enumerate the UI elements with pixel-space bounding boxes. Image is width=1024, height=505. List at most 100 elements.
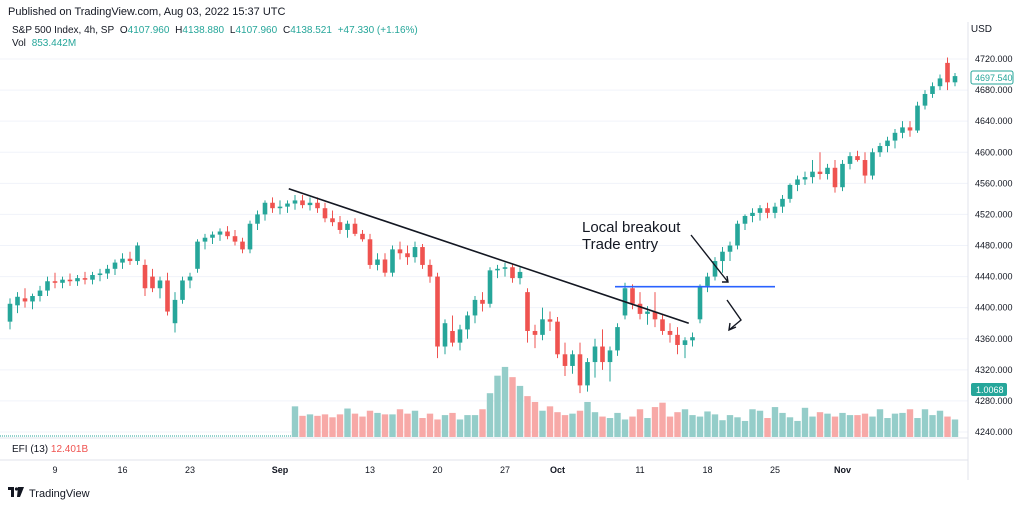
- price-tick-label: 4360.000: [975, 334, 1013, 344]
- candle: [30, 293, 35, 310]
- volume-bar: [546, 406, 554, 437]
- candle: [127, 251, 133, 265]
- candle-body: [727, 245, 733, 252]
- price-tick-label: 4560.000: [975, 178, 1013, 188]
- annotation-line-2[interactable]: Trade entry: [582, 236, 659, 253]
- price-tick-label: 4680.000: [975, 85, 1013, 95]
- volume-bar: [936, 410, 944, 437]
- candle: [502, 262, 508, 277]
- candle: [240, 237, 245, 254]
- volume-bar: [404, 413, 411, 437]
- candle: [855, 150, 860, 162]
- time-tick-label: 25: [770, 465, 780, 475]
- candle: [300, 194, 305, 209]
- volume-bar: [306, 414, 314, 437]
- candle: [367, 233, 373, 269]
- price-tick-label: 4720.000: [975, 54, 1013, 64]
- volume-bar: [681, 409, 689, 437]
- close-label: C: [282, 25, 291, 36]
- volume-bar: [816, 412, 824, 437]
- candle-body: [870, 152, 875, 176]
- candle-body: [750, 212, 755, 216]
- volume-bar: [854, 415, 861, 437]
- candle-body: [465, 315, 470, 330]
- candle-body: [922, 93, 928, 106]
- drawings[interactable]: Local breakout Trade entry: [288, 188, 775, 332]
- candle: [592, 338, 598, 378]
- volume-bar: [734, 417, 741, 437]
- volume-label[interactable]: Vol: [12, 38, 26, 49]
- candle-body: [135, 245, 140, 262]
- candle: [435, 272, 440, 359]
- candle: [397, 241, 403, 260]
- tradingview-brand[interactable]: TradingView: [8, 487, 90, 500]
- volume-bar: [486, 393, 494, 437]
- volume-bar: [419, 418, 426, 437]
- candle: [930, 82, 935, 98]
- descending-trendline[interactable]: [288, 188, 690, 324]
- candle-body: [825, 167, 830, 175]
- candle: [75, 275, 80, 286]
- volume-bar: [861, 413, 869, 437]
- efi-label[interactable]: EFI (13): [12, 444, 49, 455]
- volume-bar: [726, 415, 734, 437]
- candle-body: [277, 206, 283, 209]
- annotation-line-1[interactable]: Local breakout: [582, 219, 681, 236]
- candle: [270, 197, 275, 213]
- time-tick-label: 9: [52, 465, 57, 475]
- open-value: 4107.960: [127, 25, 170, 36]
- candle: [420, 243, 425, 269]
- volume-bar: [449, 412, 456, 437]
- candle: [7, 298, 13, 330]
- volume-bar: [764, 418, 771, 437]
- candle-body: [532, 330, 538, 335]
- volume-bar: [441, 415, 449, 437]
- volume-bar: [299, 415, 306, 437]
- candle: [187, 272, 193, 289]
- candle-body: [142, 264, 148, 289]
- annotation-arrow-entry[interactable]: [726, 299, 742, 332]
- candle-body: [697, 285, 703, 320]
- candle: [120, 253, 125, 269]
- time-axis[interactable]: 9 16 23 Sep 13 20 27 Oct 11 18 25 Nov: [52, 465, 851, 475]
- candle: [915, 101, 920, 133]
- candle: [637, 292, 643, 320]
- volume-bar: [344, 408, 351, 437]
- volume-bar: [554, 412, 561, 437]
- candle-body: [562, 354, 568, 366]
- price-tick-label: 4280.000: [975, 396, 1013, 406]
- candle-body: [682, 340, 688, 345]
- candle: [922, 90, 928, 110]
- price-axis[interactable]: 4720.000 4680.000 4640.000 4600.000 4560.000…: [975, 54, 1013, 437]
- annotation-arrow-down[interactable]: [690, 234, 729, 283]
- volume-bar: [636, 409, 644, 437]
- candle: [337, 215, 343, 234]
- candle: [165, 272, 170, 316]
- candle: [330, 210, 335, 227]
- efi-tag-value: 1.0068: [976, 385, 1004, 395]
- candle-body: [292, 200, 298, 204]
- tradingview-logo-icon: [8, 487, 24, 500]
- volume-bar: [666, 416, 674, 437]
- price-tick-label: 4240.000: [975, 427, 1013, 437]
- currency-label[interactable]: USD: [970, 24, 992, 35]
- volume-bar: [629, 416, 636, 437]
- candle: [150, 268, 155, 293]
- volume-bar: [434, 419, 441, 437]
- symbol-label[interactable]: S&P 500 Index, 4h, SP: [12, 25, 115, 36]
- candle: [135, 242, 140, 265]
- candle-body: [240, 241, 245, 250]
- time-tick-label: 27: [500, 465, 510, 475]
- candle: [315, 197, 320, 213]
- candle: [390, 245, 395, 277]
- candle-body: [52, 281, 58, 283]
- candle: [157, 276, 163, 299]
- volume-bar: [899, 412, 906, 437]
- volume-bar: [779, 412, 786, 437]
- candle-body: [285, 203, 290, 207]
- candle: [360, 229, 365, 242]
- volume-bar: [869, 416, 876, 437]
- candle: [697, 284, 703, 324]
- candle: [600, 329, 605, 370]
